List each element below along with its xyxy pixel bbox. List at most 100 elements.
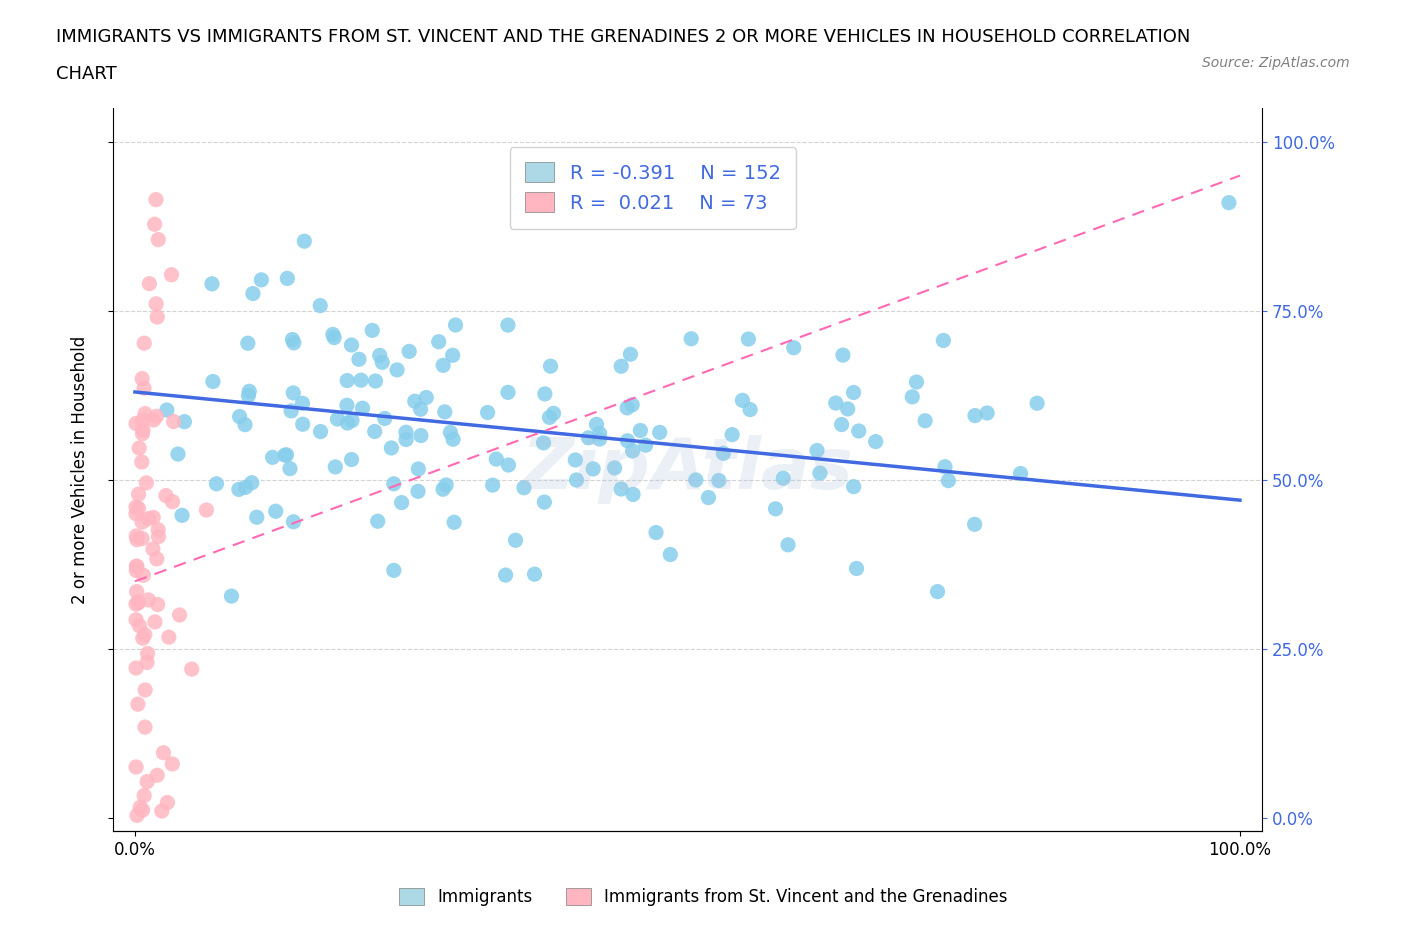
Point (588, 426, 610, 441)
Point (340, 452, 363, 467)
Point (125, 612, 148, 627)
Point (134, 720, 156, 735)
Point (441, 432, 464, 446)
Point (148, 529, 170, 544)
Point (221, 589, 243, 604)
Point (235, 480, 257, 495)
Point (564, 453, 586, 468)
Point (131, 371, 153, 386)
Point (136, 774, 159, 789)
Point (134, 336, 156, 351)
Point (697, 490, 720, 505)
Point (395, 432, 418, 447)
Point (274, 447, 297, 462)
Point (434, 478, 457, 493)
Point (380, 441, 402, 456)
Point (496, 318, 519, 333)
Point (150, 804, 173, 818)
Point (495, 567, 517, 582)
Point (142, 541, 165, 556)
Point (409, 428, 432, 443)
Point (616, 401, 638, 416)
Point (143, 217, 166, 232)
Point (932, 333, 955, 348)
Point (131, 531, 153, 546)
Point (146, 768, 169, 783)
Point (162, 494, 184, 509)
Point (145, 297, 167, 312)
Point (162, 756, 184, 771)
Point (1010, 466, 1032, 481)
Point (391, 495, 413, 510)
Point (125, 416, 148, 431)
Point (323, 459, 346, 474)
Point (368, 348, 391, 363)
Point (242, 286, 264, 301)
Point (173, 414, 195, 429)
Point (136, 655, 159, 670)
Point (129, 800, 152, 815)
Point (128, 486, 150, 501)
Point (496, 385, 519, 400)
Point (128, 501, 150, 516)
Point (134, 788, 156, 803)
Point (432, 358, 454, 373)
Point (831, 417, 853, 432)
Point (603, 460, 626, 475)
Point (845, 561, 868, 576)
Point (582, 461, 605, 476)
Point (238, 388, 260, 403)
Point (125, 559, 148, 574)
Point (262, 450, 284, 465)
Point (395, 425, 418, 440)
Point (621, 397, 644, 412)
Point (837, 402, 859, 417)
Point (132, 380, 155, 395)
Point (128, 441, 150, 456)
Point (585, 417, 607, 432)
Point (125, 808, 148, 823)
Point (127, 595, 149, 610)
Point (685, 472, 707, 487)
Point (842, 385, 865, 400)
Point (180, 661, 202, 676)
Point (283, 514, 305, 529)
Point (824, 395, 846, 410)
Point (157, 630, 180, 644)
Point (134, 406, 156, 421)
Point (533, 495, 555, 510)
Point (905, 375, 928, 390)
Point (125, 532, 148, 547)
Point (131, 803, 153, 817)
Point (659, 547, 682, 562)
Point (513, 480, 536, 495)
Text: Source: ZipAtlas.com: Source: ZipAtlas.com (1202, 56, 1350, 70)
Point (681, 331, 703, 346)
Point (610, 482, 633, 497)
Point (415, 390, 437, 405)
Point (127, 594, 149, 609)
Point (711, 445, 734, 460)
Point (865, 434, 887, 449)
Point (832, 348, 855, 363)
Point (485, 452, 508, 467)
Point (443, 515, 465, 530)
Point (283, 336, 305, 351)
Point (228, 409, 250, 424)
Y-axis label: 2 or more Vehicles in Household: 2 or more Vehicles in Household (72, 336, 89, 604)
Point (138, 276, 160, 291)
Point (336, 398, 359, 413)
Point (340, 338, 363, 352)
Point (772, 471, 794, 485)
Point (246, 510, 269, 525)
Point (538, 410, 561, 425)
Point (707, 473, 730, 488)
Point (142, 510, 165, 525)
Point (385, 363, 408, 378)
Point (534, 387, 557, 402)
Point (205, 476, 228, 491)
Point (201, 276, 224, 291)
Point (634, 438, 657, 453)
Point (136, 646, 159, 661)
Text: CHART: CHART (56, 65, 117, 83)
